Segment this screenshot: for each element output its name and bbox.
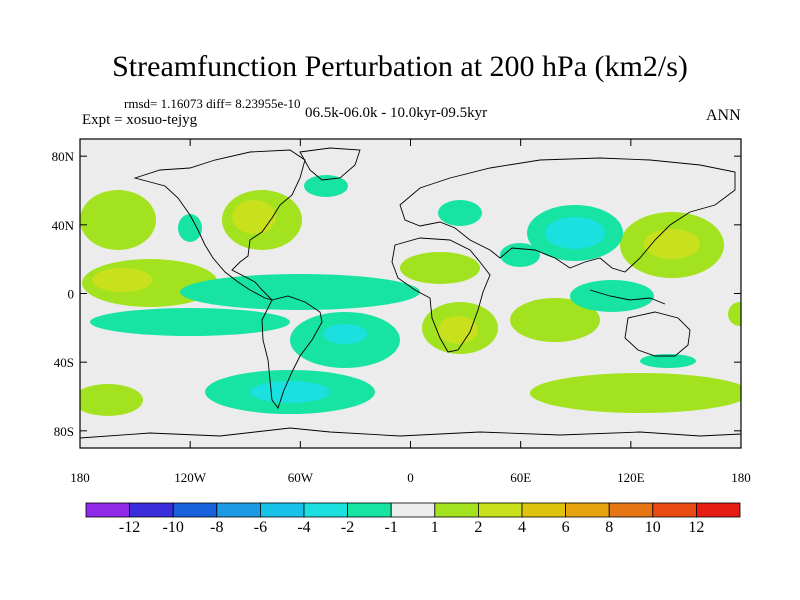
colorbar-swatch (303, 502, 348, 518)
colorbar-swatch (216, 502, 261, 518)
anomaly-s-pacific (90, 308, 290, 336)
coast-greenland (299, 147, 361, 181)
anomaly-s-indian (530, 373, 741, 413)
colorbar-swatch (696, 502, 741, 518)
figure-title: Streamfunction Perturbation at 200 hPa (… (112, 50, 688, 83)
lon-tick-label: 180 (731, 470, 751, 485)
colorbar-label: 6 (562, 519, 570, 536)
colorbar-swatch (565, 502, 610, 518)
lon-tick-label: 120W (174, 470, 207, 485)
coast-south-america (261, 295, 323, 409)
colorbar-label: -8 (210, 519, 223, 536)
anomaly-east-asia-core (644, 229, 700, 259)
anomaly-central-asia-core (545, 217, 605, 249)
lon-axis: 180 120W 60W 0 60E 120E 180 (70, 139, 751, 485)
negative-anomalies (90, 175, 696, 414)
colorbar-label: -2 (341, 519, 354, 536)
anomaly-indian-ocean (510, 298, 600, 342)
anomaly-tropical-atlantic (400, 252, 480, 284)
colorbar-swatch (347, 502, 392, 518)
coast-eurasia (399, 157, 736, 273)
colorbar-swatch (129, 502, 174, 518)
colorbar-label: 10 (645, 519, 661, 536)
anomaly-n-america-core (232, 200, 276, 234)
lat-tick-label: 40N (52, 218, 75, 233)
colorbar-label: 1 (431, 519, 439, 536)
coast-africa (391, 237, 491, 353)
stats-line: rmsd= 1.16073 diff= 8.23955e-10 (124, 96, 301, 111)
anomaly-europe (438, 200, 482, 226)
anomaly-e-pacific-core (92, 268, 152, 292)
colorbar-swatch (477, 502, 523, 518)
lat-tick-label: 80N (52, 149, 75, 164)
anomaly-tropical-band (180, 274, 420, 310)
colorbar-label: 4 (518, 519, 526, 536)
colorbar-label: 2 (474, 519, 482, 536)
colorbar: -12 -10 -8 -6 -4 -2 -1 1 2 4 6 8 10 12 (85, 502, 741, 536)
lon-tick-label: 60W (288, 470, 314, 485)
colorbar-label: -6 (254, 519, 267, 536)
colorbar-label: -10 (163, 519, 184, 536)
anomaly-field (80, 175, 741, 416)
colorbar-label: 12 (688, 519, 704, 536)
anomaly-far-east (728, 302, 741, 326)
anomaly-ne-pacific (178, 214, 202, 242)
colorbar-label: -12 (119, 519, 140, 536)
anomaly-greenland (304, 175, 348, 197)
anomaly-sw-pacific (640, 354, 696, 368)
period-line: 06.5k-06.0k - 10.0kyr-09.5kyr (305, 105, 488, 121)
lat-tick-label: 40S (54, 355, 74, 370)
colorbar-label: -1 (385, 519, 398, 536)
lon-tick-label: 0 (407, 470, 414, 485)
anomaly-s-atlantic-core (250, 381, 330, 403)
anomaly-southern-africa-core (438, 316, 478, 344)
colorbar-swatch (172, 502, 218, 518)
colorbar-swatch (259, 502, 305, 518)
anomaly-s-america-core (323, 324, 367, 344)
expt-line: Expt = xosuo-tejyg (82, 112, 198, 128)
anomaly-n-pacific (80, 190, 156, 250)
season-label: ANN (706, 107, 741, 124)
colorbar-swatch (390, 502, 436, 518)
anomaly-asia-link (500, 243, 540, 267)
colorbar-swatch (85, 502, 130, 518)
lat-axis: 80N 40N 0 40S 80S (52, 149, 741, 439)
lon-tick-label: 180 (70, 470, 90, 485)
lat-tick-label: 0 (68, 287, 75, 302)
colorbar-swatch (521, 502, 566, 518)
lon-tick-label: 60E (510, 470, 531, 485)
colorbar-swatch (608, 502, 654, 518)
lon-tick-label: 120E (617, 470, 645, 485)
colorbar-swatch (652, 502, 697, 518)
coast-antarctica (80, 427, 741, 439)
coast-australia (624, 311, 691, 357)
colorbar-label: 8 (605, 519, 613, 536)
lat-tick-label: 80S (54, 424, 74, 439)
anomaly-se-pacific (80, 384, 143, 416)
coast-north-america (133, 149, 306, 301)
colorbar-label: -4 (297, 519, 310, 536)
colorbar-swatch (434, 502, 479, 518)
coastlines (80, 147, 741, 439)
coast-indonesia (589, 289, 666, 305)
